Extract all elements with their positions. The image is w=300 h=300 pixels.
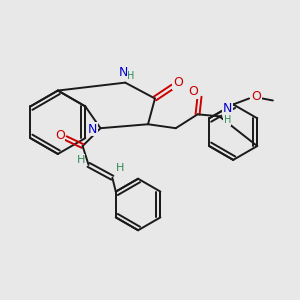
Text: O: O xyxy=(173,76,183,89)
Text: O: O xyxy=(189,85,199,98)
Text: O: O xyxy=(251,90,261,103)
Text: N: N xyxy=(118,66,128,79)
Text: H: H xyxy=(128,71,135,81)
Text: H: H xyxy=(116,163,124,173)
Text: H: H xyxy=(76,155,85,165)
Text: O: O xyxy=(55,129,65,142)
Text: N: N xyxy=(88,123,97,136)
Text: H: H xyxy=(224,115,231,125)
Text: N: N xyxy=(223,102,232,115)
